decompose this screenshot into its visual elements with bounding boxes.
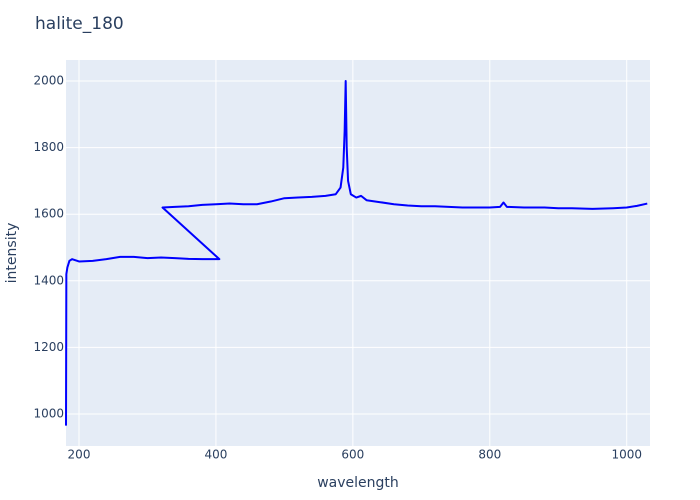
x-tick-label: 200 (68, 448, 91, 462)
plot-area (66, 60, 650, 446)
y-tick-label: 1600 (33, 207, 64, 221)
y-tick-label: 2000 (33, 73, 64, 87)
y-tick-label: 1000 (33, 407, 64, 421)
x-tick-label: 400 (204, 448, 227, 462)
x-tick-label: 600 (341, 448, 364, 462)
chart-title: halite_180 (35, 14, 124, 34)
y-tick-label: 1800 (33, 140, 64, 154)
y-axis-title: intensity (4, 223, 20, 284)
y-tick-label: 1400 (33, 273, 64, 287)
x-tick-label: 800 (478, 448, 501, 462)
x-tick-label: 1000 (611, 448, 642, 462)
x-axis-title: wavelength (317, 475, 399, 491)
data-line (65, 79, 648, 426)
y-tick-label: 1200 (33, 340, 64, 354)
